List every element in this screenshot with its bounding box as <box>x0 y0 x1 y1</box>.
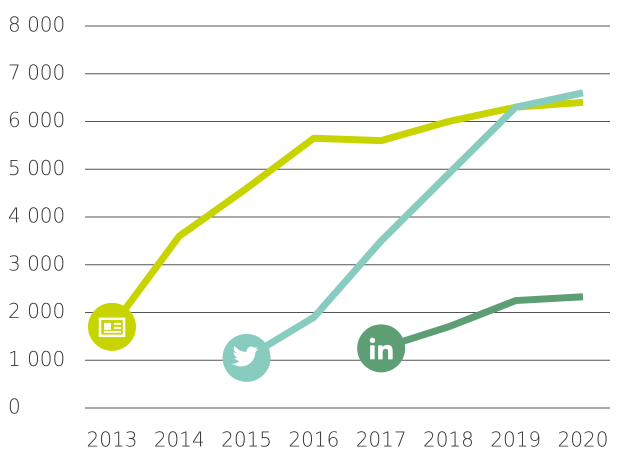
icon-glyph <box>104 322 111 330</box>
icon-glyph <box>369 337 376 344</box>
y-tick-label: 7 000 <box>8 60 65 84</box>
y-tick-label: 2 000 <box>8 299 65 323</box>
x-tick-label: 2019 <box>490 428 541 452</box>
icon-glyph <box>370 345 375 360</box>
series-line <box>109 98 584 329</box>
x-tick-label: 2016 <box>288 428 339 452</box>
icon-glyph <box>378 344 393 360</box>
series-icon <box>357 324 406 373</box>
y-tick-label: 5 000 <box>8 156 65 180</box>
x-tick-label: 2017 <box>356 428 407 452</box>
y-tick-label: 6 000 <box>8 108 65 132</box>
y-tick-label: 1 000 <box>8 347 65 371</box>
x-tick-label: 2014 <box>154 428 205 452</box>
icon-glyph <box>230 345 259 367</box>
series-line <box>244 89 584 361</box>
series-icon <box>222 333 271 382</box>
icon-glyph <box>104 322 121 333</box>
y-tick-label: 3 000 <box>8 251 65 275</box>
x-tick-label: 2013 <box>87 428 138 452</box>
x-tick-label: 2018 <box>423 428 474 452</box>
x-tick-label: 2020 <box>558 428 609 452</box>
y-tick-label: 0 <box>8 395 21 419</box>
y-tick-label: 8 000 <box>8 13 65 37</box>
x-tick-label: 2015 <box>221 428 272 452</box>
series-icon <box>88 302 136 351</box>
y-tick-label: 4 000 <box>8 204 65 228</box>
series-line <box>380 293 584 352</box>
icon-glyph <box>98 317 126 338</box>
icon-circle <box>88 302 136 351</box>
